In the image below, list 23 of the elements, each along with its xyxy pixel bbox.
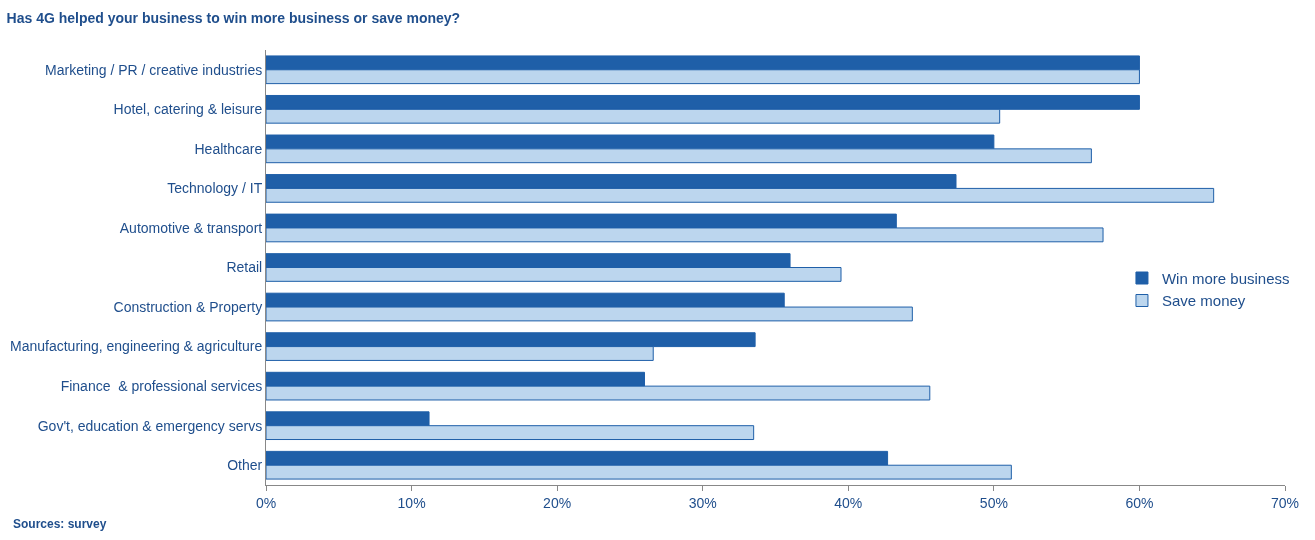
legend-label: Win more business [1161,269,1290,287]
x-tick-label: 20% [543,494,572,511]
y-tick-label: Healthcare [194,140,263,157]
x-tick-label: 50% [979,494,1008,511]
x-tick-label: 30% [688,494,717,511]
y-tick-label: Other [227,457,263,474]
y-tick-label: Gov't, education & emergency servs [37,417,263,434]
y-tick-label: Retail [226,259,263,276]
y-tick-label: Automotive & transport [119,219,263,236]
x-tick-label: 70% [1270,494,1300,511]
x-tick-label: 60% [1125,494,1154,511]
y-tick-label: Manufacturing, engineering & agriculture [10,338,263,355]
y-tick-label: Finance & professional services [60,378,263,395]
source-note: Sources: survey [13,517,107,531]
x-tick-label: 40% [834,494,863,511]
y-tick-label: Hotel, catering & leisure [113,101,263,118]
y-tick-label: Construction & Property [113,298,263,315]
x-tick-label: 0% [255,494,277,511]
chart-title: Has 4G helped your business to win more business or save money? [6,10,461,27]
x-tick-label: 10% [397,494,426,511]
y-tick-label: Marketing / PR / creative industries [45,61,263,78]
y-tick-label: Technology / IT [167,180,263,197]
legend-label: Save money [1161,292,1246,310]
